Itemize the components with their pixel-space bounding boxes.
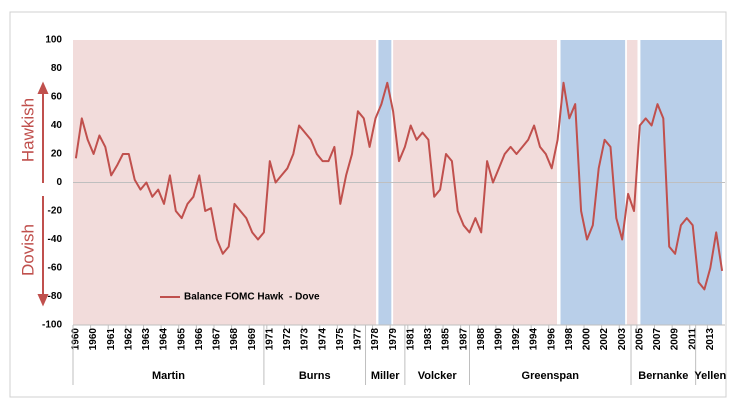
y-tick-label: 0 <box>56 177 62 188</box>
x-tick-label: 1960 <box>71 328 82 351</box>
x-tick-label: 1973 <box>300 328 311 351</box>
group-label: Martin <box>152 370 185 382</box>
x-tick-label: 2013 <box>705 328 716 351</box>
x-tick-label: 1972 <box>282 328 293 351</box>
x-tick-label: 1962 <box>123 328 134 351</box>
x-tick-label: 1967 <box>212 328 223 351</box>
x-tick-label: 1979 <box>388 328 399 351</box>
direction-arrows <box>37 81 49 307</box>
x-tick-label: 1990 <box>493 328 504 351</box>
y-tick-label: 60 <box>51 92 63 103</box>
x-tick-label: 1971 <box>264 328 275 351</box>
y-tick-label: -20 <box>48 206 63 217</box>
y-tick-label: -60 <box>48 263 63 274</box>
x-tick-label: 1996 <box>546 328 557 351</box>
x-tick-label: 1987 <box>458 328 469 351</box>
x-tick-label: 1965 <box>176 328 187 351</box>
group-label: Greenspan <box>522 370 580 382</box>
x-tick-label: 1975 <box>335 328 346 351</box>
x-tick-label: 1998 <box>564 328 575 351</box>
y-tick-label: 20 <box>51 149 63 160</box>
x-tick-label: 1968 <box>229 328 240 351</box>
x-tick-label: 1961 <box>106 328 117 351</box>
x-tick-label: 1964 <box>159 328 170 351</box>
y-tick-label: -80 <box>48 291 63 302</box>
x-tick-label: 1978 <box>370 328 381 351</box>
x-tick-label: 2009 <box>670 328 681 351</box>
group-label: Yellen <box>694 370 726 382</box>
y-tick-label: 40 <box>51 120 63 131</box>
x-tick-label: 1981 <box>405 328 416 351</box>
x-tick-label: 1963 <box>141 328 152 351</box>
group-label: Miller <box>371 370 400 382</box>
x-tick-label: 1966 <box>194 328 205 351</box>
y-tick-label: 100 <box>45 35 62 46</box>
series-line <box>74 81 724 291</box>
y-tick-label: -40 <box>48 234 63 245</box>
x-tick-label: 1969 <box>247 328 258 351</box>
y-label-bottom: Dovish <box>18 224 37 276</box>
y-tick-label: 80 <box>51 63 63 74</box>
x-tick-label: 1992 <box>511 328 522 351</box>
x-tick-label: 1983 <box>423 328 434 351</box>
x-tick-label: 2007 <box>652 328 663 351</box>
x-tick-label: 1960 <box>88 328 99 351</box>
x-tick-label: 2011 <box>687 328 698 350</box>
x-tick-label: 2002 <box>599 328 610 351</box>
x-tick-label: 1977 <box>353 328 364 351</box>
x-tick-label: 1994 <box>529 328 540 351</box>
y-tick-label: -100 <box>42 320 62 331</box>
x-tick-label: 1974 <box>317 328 328 351</box>
x-tick-label: 2005 <box>634 328 645 351</box>
x-tick-label: 2003 <box>617 328 628 351</box>
group-label: Volcker <box>418 370 458 382</box>
y-label-top: Hawkish <box>18 98 37 162</box>
x-tick-label: 1985 <box>441 328 452 351</box>
legend-label: Balance FOMC Hawk - Dove <box>184 292 320 303</box>
x-tick-label: 1988 <box>476 328 487 351</box>
group-label: Bernanke <box>638 370 688 382</box>
group-label: Burns <box>299 370 331 382</box>
frame <box>9 11 727 398</box>
x-tick-label: 2000 <box>582 328 593 351</box>
